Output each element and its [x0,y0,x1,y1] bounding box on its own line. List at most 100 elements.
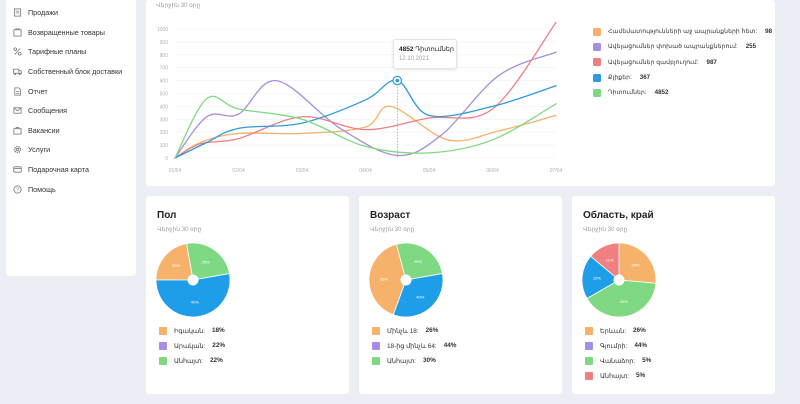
pie-slice-label: 35% [380,277,388,282]
pie-slice-label: 25% [202,259,210,264]
line-chart: 0 100 200 300 400 500 600 700 800 900 1000 01/04 02… [157,21,563,174]
legend-swatch [593,88,601,97]
card-title: Область, край [583,210,654,221]
pie-slice-label: 40% [191,300,199,305]
sidebar-item-services[interactable]: Услуги [6,140,136,160]
pie-slice-2[interactable] [586,279,657,318]
age-pie-chart: 35% 25% 40% [368,242,444,318]
pie-legend: Իգական: 18% Արական: 22% Անհայտ: 22% [159,323,225,368]
sidebar-item-returned-goods[interactable]: Возвращенные товары [6,23,136,43]
y-tick-label: 600 [160,79,169,85]
help-icon: ? [13,185,22,194]
chart-subtitle: Վերջին 30 օրը [156,3,201,9]
legend-label: Մինչև 18: [387,327,419,335]
legend-value: 30% [422,357,436,364]
sidebar-item-gift-card[interactable]: Подарочная карта [6,160,136,180]
y-tick-label: 500 [160,92,169,98]
sidebar-item-label: Подарочная карта [28,165,89,175]
x-tick-label: 02/04 [232,168,245,174]
legend-swatch [585,326,593,335]
pie-legend-item: Անհայտ: 5% [585,368,651,383]
legend-item[interactable]: Ավելացումներ փոխած ապրանքներում: 255 [593,39,772,54]
sidebar-item-sales[interactable]: Продажи [6,3,136,23]
legend-value: 22% [212,342,226,349]
legend-value: 26% [425,327,439,334]
sidebar-item-help[interactable]: ? Помощь [6,179,136,199]
card-title: Пол [157,210,177,221]
sidebar-item-messages[interactable]: Сообщения [6,101,136,121]
legend-value: 255 [745,43,757,51]
pie-slice-1[interactable] [618,242,657,284]
pie-legend-item: Երևան: 26% [585,323,651,338]
legend-swatch [593,73,601,82]
tooltip-value: 4852 [399,46,414,53]
y-tick-label: 1000 [157,27,168,33]
pie-legend-item: Անհայտ: 22% [159,353,225,368]
card-subtitle: Վերջին 30 օրը [157,227,202,233]
pie-slice-label: 15% [593,276,601,281]
sidebar-item-tariff-plans[interactable]: Тарифные планы [6,42,136,62]
sidebar-item-vacancies[interactable]: Вакансии [6,121,136,141]
svg-text:?: ? [16,187,19,193]
gender-card: Пол Վերջին 30 օրը 35% 25% 40% Իգական: 18% Ա… [146,196,349,394]
card-subtitle: Վերջին 30 օրը [583,227,628,233]
sidebar-item-label: Сообщения [28,106,68,116]
legend-label: Ավելացումներ զամբյուղում: [608,58,699,66]
pie-slice-2[interactable] [186,242,230,281]
pie-slice-3[interactable] [581,255,620,300]
series-line-4 [174,79,557,159]
legend-swatch [159,326,167,335]
x-tick-label: 07/04 [550,168,563,174]
age-card: Возраст Վերջին 30 օրը 35% 25% 40% Մինչև 18… [359,196,562,394]
region-card: Область, край Վերջին 30 օրը 20% 44% 15% 11%… [572,196,775,394]
legend-label: Վանաձոր: [600,357,636,365]
y-tick-label: 900 [160,40,169,46]
chart-tooltip: 4852 Դիտումներ 12.10.2021 [393,39,457,69]
gear-icon [13,145,22,154]
legend-item[interactable]: Համեմատությունների աջ ապրանքների հետ: 98 [593,24,772,39]
hover-point-dot [395,78,400,83]
y-tick-label: 800 [160,53,169,59]
gender-pie-chart: 35% 25% 40% [155,242,231,318]
pie-slice-3[interactable] [155,273,231,318]
pie-center [613,274,625,286]
pie-legend: Երևան: 26% Գյումրի: 44% Վանաձոր: 5% Անհայտ:… [585,323,651,383]
report-icon [13,87,22,96]
sidebar-item-report[interactable]: Отчет [6,81,136,101]
legend-item[interactable]: Ավելացումներ զամբյուղում: 987 [593,55,772,70]
sidebar-item-label: Отчет [28,86,48,96]
legend-swatch [593,58,601,67]
legend-swatch [159,356,167,365]
legend-label: Իգական: [174,327,205,335]
legend-value: 98 [765,28,773,36]
sidebar-item-label: Возвращенные товары [28,27,105,37]
card-subtitle: Վերջին 30 օրը [370,227,415,233]
x-tick-label: 04/04 [359,168,372,174]
pie-legend-item: 18-ից մինչև 64: 44% [372,338,457,353]
pie-legend-item: Մինչև 18: 26% [372,323,457,338]
pie-slice-1[interactable] [155,243,194,281]
x-tick-label: 06/04 [486,168,499,174]
truck-icon [13,67,22,76]
pie-legend-item: Անհայտ: 30% [372,353,457,368]
series-line-5 [174,95,557,159]
sidebar-item-delivery[interactable]: Собственный блок доставки [6,62,136,82]
legend-label: Գյումրի: [600,342,628,350]
y-tick-label: 300 [160,117,169,123]
legend-label: Անհայտ: [174,357,203,365]
legend-label: Դիտումներ: [608,89,647,97]
legend-item[interactable]: Քլիքեր: 367 [593,70,772,85]
return-icon [13,28,22,37]
legend-value: 22% [209,357,223,364]
message-icon [13,106,22,115]
chart-legend: Համեմատությունների աջ ապրանքների հետ: 98 … [593,24,772,100]
pie-legend-item: Գյումրի: 44% [585,338,651,353]
pie-slice-4[interactable] [590,242,620,281]
legend-swatch [159,341,167,350]
pie-slice-2[interactable] [395,242,443,281]
percent-icon [13,47,22,56]
pie-slice-1[interactable] [368,243,407,316]
legend-item[interactable]: Դիտումներ: 4852 [593,85,772,100]
sidebar-item-label: Собственный блок доставки [28,67,123,77]
pie-legend-item: Իգական: 18% [159,323,225,338]
